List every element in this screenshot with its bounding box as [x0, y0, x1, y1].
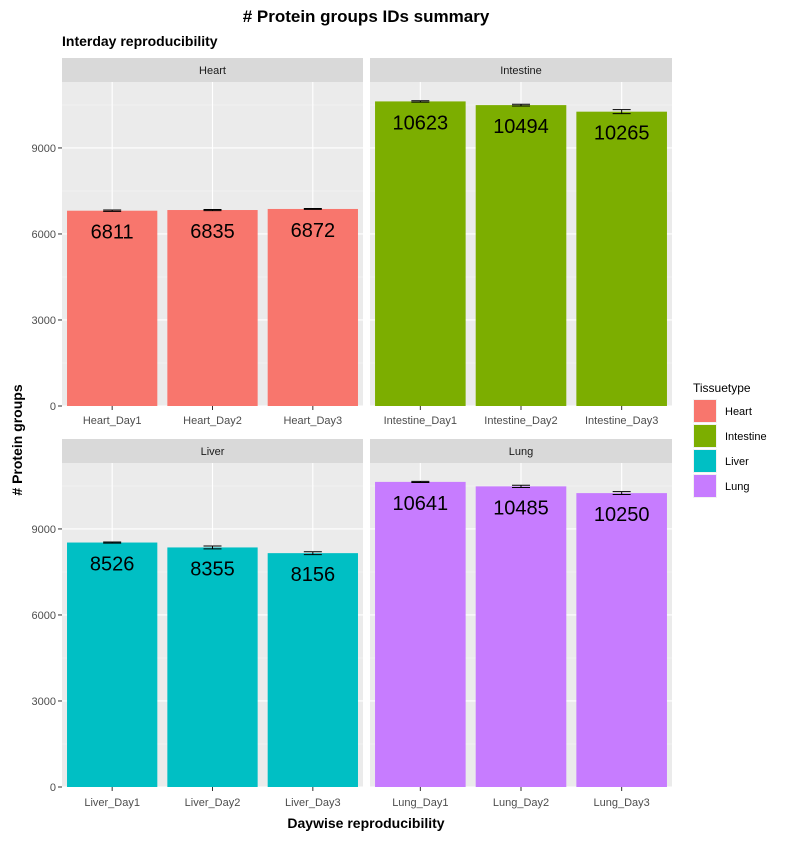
- legend-swatch: [694, 425, 716, 447]
- x-tick-label: Lung_Day2: [493, 797, 549, 809]
- bar: [576, 493, 667, 787]
- x-tick-label: Liver_Day3: [285, 797, 341, 809]
- legend-swatch: [694, 400, 716, 422]
- bar: [67, 210, 158, 406]
- facet-strip-label: Intestine: [500, 65, 542, 77]
- facet-intestine: Intestine 10623 Intestine_Day1 10494 Intesti…: [370, 58, 672, 427]
- x-tick-label: Heart_Day1: [83, 415, 142, 427]
- x-tick-label: Liver_Day2: [185, 797, 241, 809]
- data-label: 10494: [493, 116, 549, 138]
- bar: [167, 547, 258, 787]
- data-label: 10623: [393, 112, 449, 134]
- x-tick-label: Liver_Day1: [84, 797, 140, 809]
- x-tick-label: Lung_Day1: [392, 797, 448, 809]
- legend-entry: Lung: [725, 481, 749, 493]
- bar: [375, 101, 466, 407]
- x-tick-label: Intestine_Day2: [484, 415, 557, 427]
- x-tick-label: Lung_Day3: [594, 797, 650, 809]
- y-tick-label: 0: [50, 401, 56, 413]
- data-label: 10265: [594, 123, 650, 145]
- y-tick-label: 6000: [32, 229, 56, 241]
- bar: [475, 105, 567, 406]
- legend: Tissuetype Heart Intestine Liver Lung: [693, 381, 767, 498]
- legend-swatch: [694, 450, 716, 472]
- y-tick-label: 3000: [32, 315, 56, 327]
- y-tick-label: 9000: [32, 524, 56, 536]
- y-tick-label: 9000: [32, 143, 56, 155]
- facet-strip-label: Heart: [199, 65, 226, 77]
- facet-strip: [370, 439, 672, 463]
- y-tick-label: 3000: [32, 696, 56, 708]
- legend-entry: Intestine: [725, 431, 767, 443]
- data-label: 10250: [594, 504, 650, 526]
- facet-strip-label: Liver: [201, 446, 225, 458]
- y-tick-label: 6000: [32, 610, 56, 622]
- bar: [576, 111, 667, 406]
- chart-title: # Protein groups IDs summary: [243, 7, 490, 26]
- legend-title: Tissuetype: [693, 381, 751, 395]
- bar: [167, 210, 258, 406]
- facets-layer: Heart 0 3000 6000 9000 6811 Heart_Day1 6835 Hear…: [32, 58, 672, 809]
- data-label: 6835: [190, 221, 235, 243]
- facet-heart: Heart 0 3000 6000 9000 6811 Heart_Day1 6835 Hear…: [32, 58, 363, 427]
- facet-strip: [370, 58, 672, 82]
- x-axis-title: Daywise reproducibility: [287, 815, 444, 831]
- data-label: 10485: [493, 497, 549, 519]
- facet-strip: [62, 58, 363, 82]
- bar: [267, 553, 358, 787]
- x-tick-label: Heart_Day2: [183, 415, 242, 427]
- bar: [267, 208, 358, 406]
- x-tick-label: Intestine_Day3: [585, 415, 658, 427]
- facet-strip-label: Lung: [509, 446, 533, 458]
- chart-subtitle: Interday reproducibility: [62, 33, 218, 49]
- bar: [67, 542, 158, 787]
- facet-strip: [62, 439, 363, 463]
- data-label: 8156: [291, 564, 336, 586]
- legend-entry: Heart: [725, 406, 752, 418]
- legend-swatch: [694, 475, 716, 497]
- x-tick-label: Intestine_Day1: [384, 415, 457, 427]
- bar: [475, 486, 567, 787]
- facet-lung: Lung 10641 Lung_Day1 10485 Lung_Day2 10250 Lun…: [370, 439, 672, 809]
- bar: [375, 481, 466, 787]
- x-tick-label: Heart_Day3: [283, 415, 342, 427]
- y-axis-title: # Protein groups: [9, 384, 25, 495]
- data-label: 6811: [91, 222, 134, 244]
- data-label: 6872: [291, 220, 336, 242]
- data-label: 10641: [393, 493, 449, 515]
- data-label: 8355: [190, 558, 235, 580]
- facet-liver: Liver 0 3000 6000 9000 8526 Liver_Day1 8355 Live…: [32, 439, 363, 809]
- data-label: 8526: [90, 554, 135, 576]
- legend-entry: Liver: [725, 456, 749, 468]
- y-tick-label: 0: [50, 782, 56, 794]
